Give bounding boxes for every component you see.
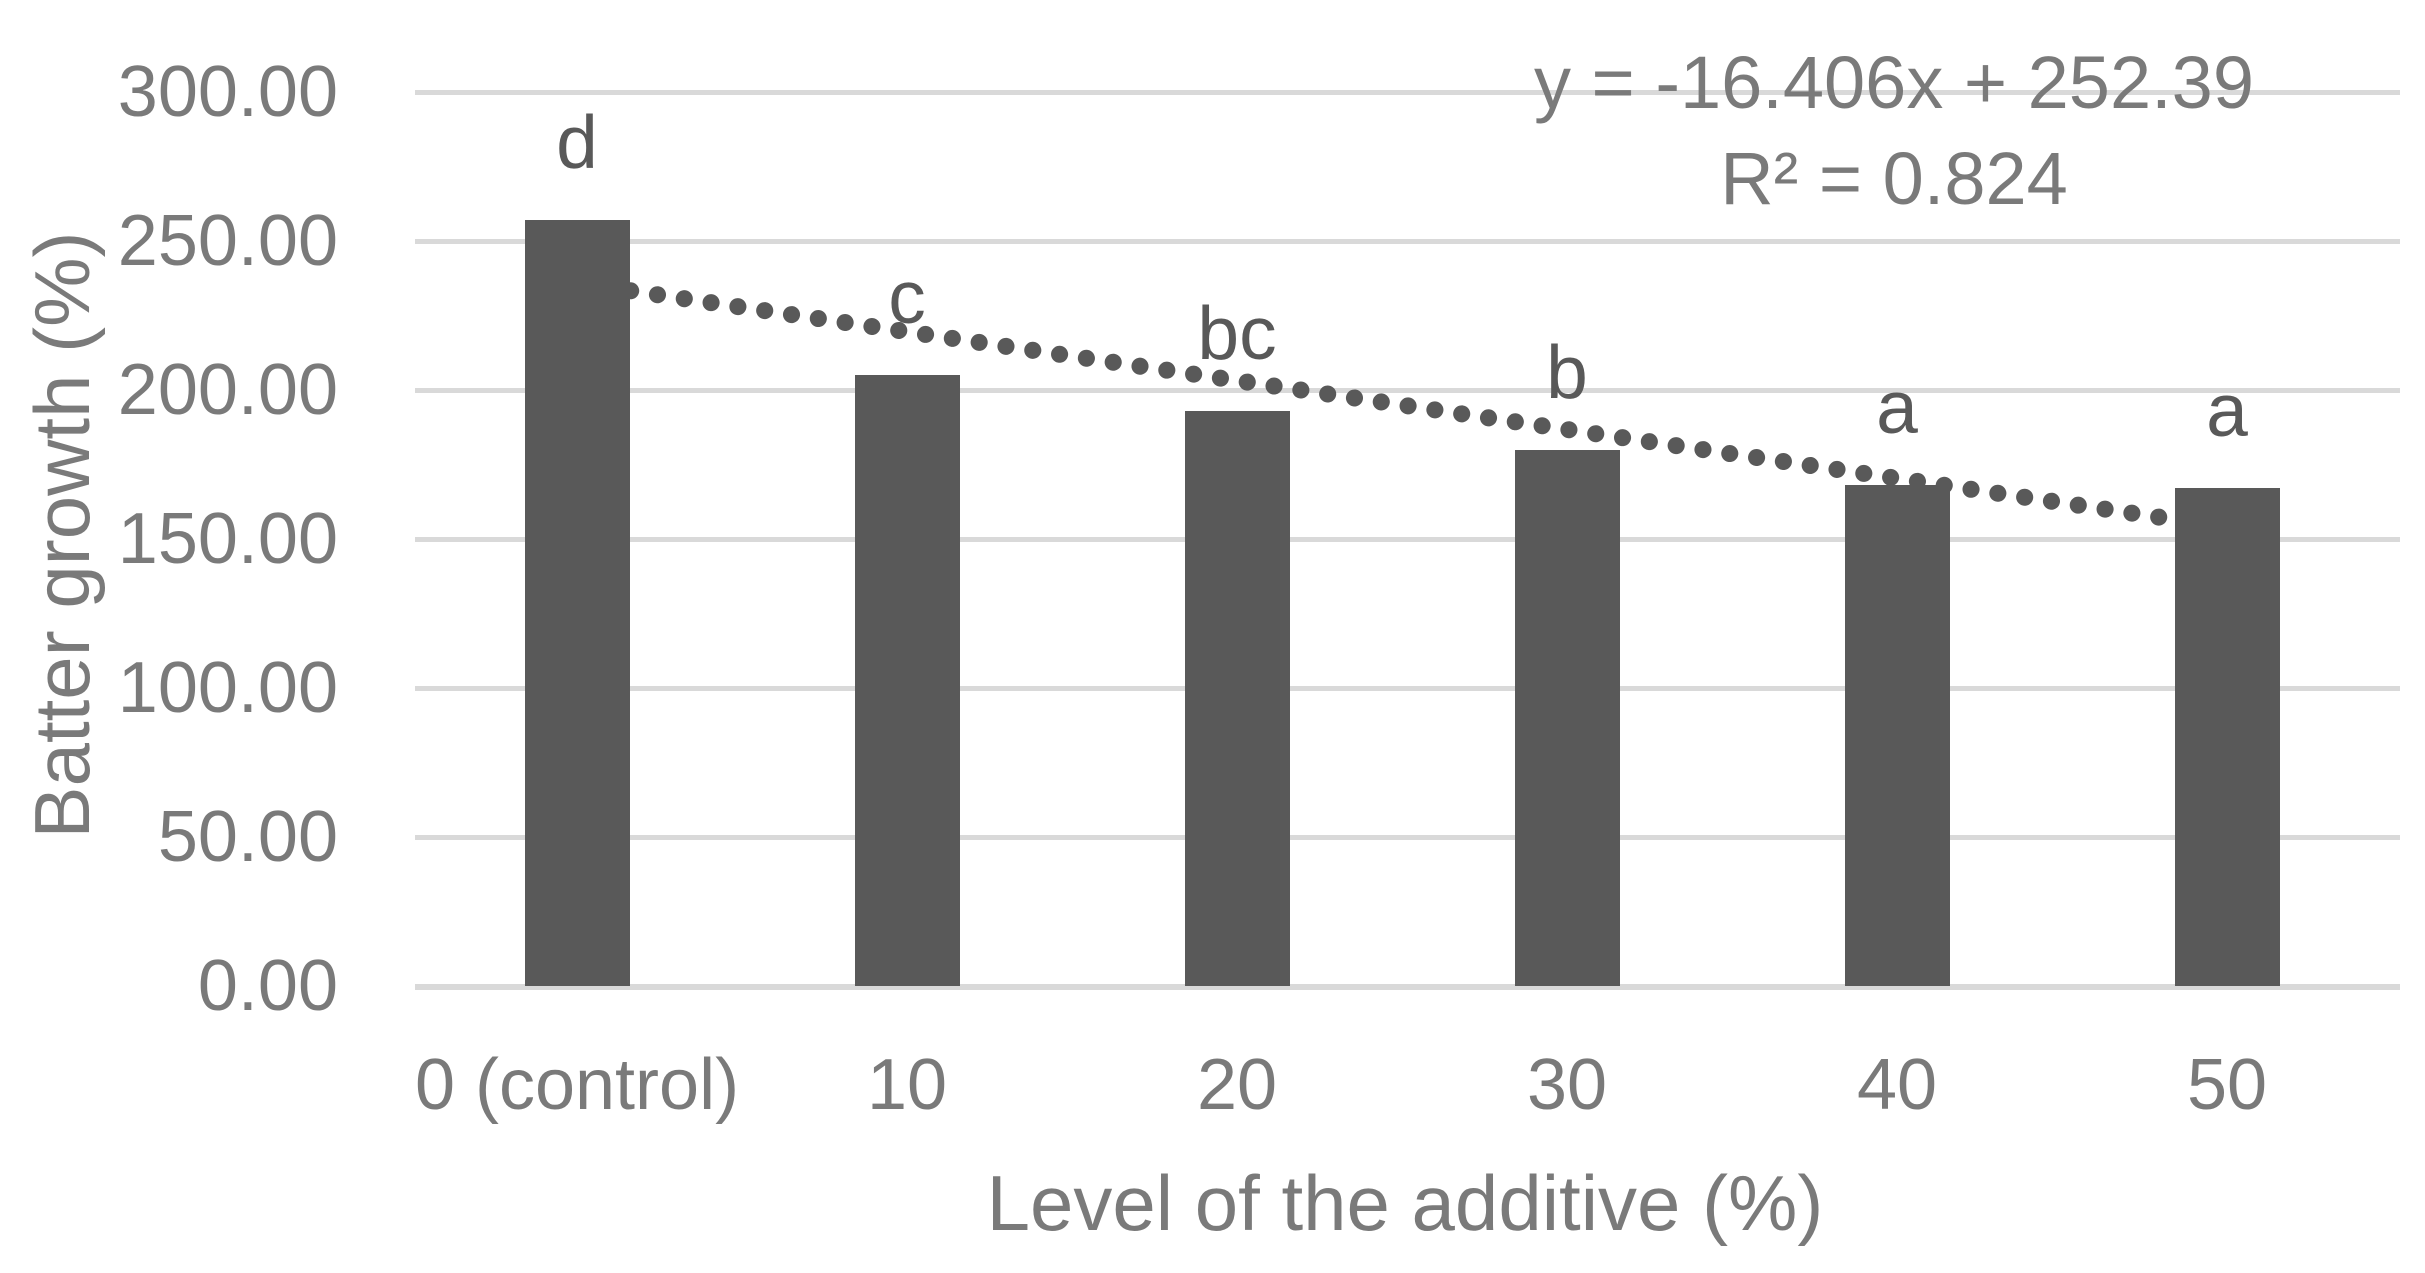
y-tick-label: 300.00 xyxy=(117,52,338,132)
x-tick-label: 10 xyxy=(866,1045,948,1125)
gridline xyxy=(415,835,2400,840)
significance-letter: a xyxy=(2206,368,2248,452)
bar-40 xyxy=(1845,485,1950,986)
x-axis-title: Level of the additive (%) xyxy=(986,1159,1824,1247)
x-tick-label: 30 xyxy=(1526,1045,1608,1125)
y-tick-label: 100.00 xyxy=(117,648,338,728)
bar-10 xyxy=(855,375,960,986)
y-tick-label: 150.00 xyxy=(117,499,338,579)
x-tick-label: 40 xyxy=(1856,1045,1938,1125)
y-tick-label: 250.00 xyxy=(117,201,338,281)
x-tick-label: 0 (control) xyxy=(414,1045,740,1125)
x-tick-label: 20 xyxy=(1196,1045,1278,1125)
gridline xyxy=(415,537,2400,542)
significance-letter: d xyxy=(556,100,598,184)
bar-50 xyxy=(2175,488,2280,986)
y-tick-label: 200.00 xyxy=(117,350,338,430)
significance-letter: b xyxy=(1546,330,1588,414)
significance-letter: a xyxy=(1876,365,1918,449)
x-axis-line xyxy=(415,984,2400,990)
trendline-label-block: y = -16.406x + 252.39 R² = 0.824 xyxy=(1444,35,2344,227)
y-tick-label: 50.00 xyxy=(157,797,338,877)
significance-letter: c xyxy=(888,255,926,339)
trendline-equation: y = -16.406x + 252.39 xyxy=(1534,41,2254,124)
gridline xyxy=(415,90,2400,95)
bar-0 (control) xyxy=(525,220,630,986)
significance-letter: bc xyxy=(1197,291,1277,375)
gridline xyxy=(415,239,2400,244)
gridline xyxy=(415,686,2400,691)
bar-30 xyxy=(1515,450,1620,986)
y-tick-label: 0.00 xyxy=(197,946,338,1026)
bar-20 xyxy=(1185,411,1290,986)
x-tick-label: 50 xyxy=(2186,1045,2268,1125)
y-axis-title: Batter growth (%) xyxy=(18,231,106,839)
gridline xyxy=(415,388,2400,393)
trendline-r-squared: R² = 0.824 xyxy=(1720,137,2068,220)
